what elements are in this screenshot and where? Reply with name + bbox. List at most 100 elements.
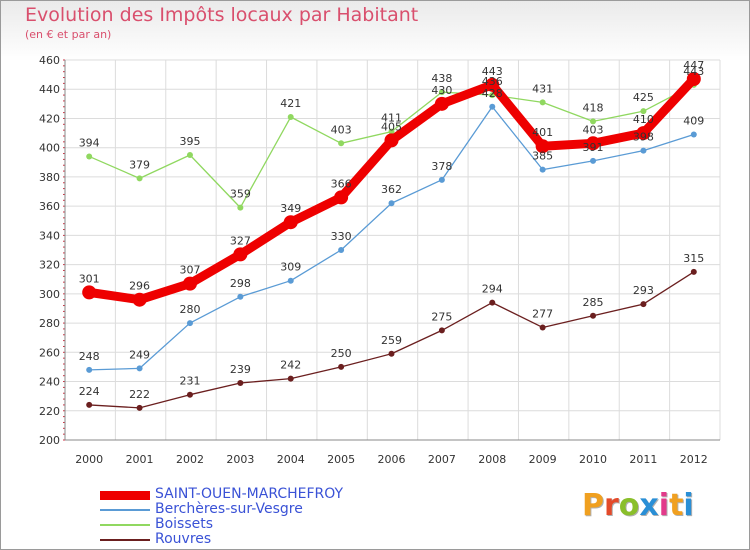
y-tick-label: 300 [39,288,60,301]
logo-letter: o [618,488,640,523]
data-point-boissets [388,128,395,135]
data-label-boissets: 438 [431,72,452,85]
x-tick-label: 2007 [428,453,456,466]
data-label-boissets: 359 [230,188,251,201]
data-label-rouvres: 242 [280,359,301,372]
data-point-boissets [136,175,143,182]
data-point-boissets [539,99,546,106]
data-label-rouvres: 293 [633,284,654,297]
logo-letter: P [582,488,604,523]
data-label-saint-ouen: 447 [683,59,704,72]
data-label-bercheres: 378 [431,160,452,173]
data-label-saint-ouen: 405 [381,120,402,133]
data-label-boissets: 425 [633,91,654,104]
legend-swatch-boissets [100,524,150,526]
y-tick-label: 400 [39,142,60,155]
data-point-saint-ouen [535,139,550,154]
data-point-boissets [590,118,597,125]
data-point-boissets [186,152,193,158]
data-point-rouvres [388,350,395,357]
data-label-saint-ouen: 301 [79,272,100,285]
data-label-boissets: 379 [129,158,150,171]
data-point-bercheres [237,293,244,300]
data-label-rouvres: 285 [583,296,604,309]
legend-label-boissets: Boissets [155,516,214,532]
y-tick-label: 440 [39,83,60,96]
data-label-boissets: 411 [381,112,402,125]
data-point-saint-ouen [686,72,701,86]
data-label-bercheres: 362 [381,183,402,196]
data-label-bercheres: 398 [633,131,654,144]
data-point-rouvres [438,327,445,334]
x-tick-label: 2000 [75,453,103,466]
x-tick-label: 2009 [529,453,557,466]
data-point-bercheres [338,247,345,253]
data-point-bercheres [86,366,93,373]
data-point-bercheres [690,131,697,138]
y-tick-label: 260 [39,346,60,359]
y-tick-label: 320 [39,259,60,272]
data-label-bercheres: 385 [532,150,553,163]
legend-label-saint-ouen: SAINT-OUEN-MARCHEFROY [155,486,344,502]
data-label-rouvres: 231 [179,375,200,388]
data-point-saint-ouen [586,136,601,151]
data-point-bercheres [590,157,597,164]
data-point-saint-ouen [485,77,500,92]
legend-swatch-rouvres [100,539,150,541]
data-point-rouvres [237,380,244,386]
legend-swatch-saint-ouen [100,491,150,500]
data-label-rouvres: 224 [79,385,100,398]
x-tick-label: 2005 [327,453,355,466]
data-point-bercheres [136,365,143,372]
data-label-saint-ouen: 430 [431,84,452,97]
y-tick-label: 280 [39,317,60,330]
data-label-rouvres: 277 [532,307,553,320]
data-label-bercheres: 309 [280,261,301,274]
data-point-bercheres [489,103,496,110]
data-label-saint-ouen: 349 [280,202,301,215]
data-point-rouvres [86,401,93,408]
data-label-rouvres: 259 [381,334,402,347]
data-point-saint-ouen [82,285,97,300]
data-point-boissets [287,114,294,120]
x-tick-label: 2011 [629,453,657,466]
data-point-saint-ouen [283,215,298,230]
data-label-boissets: 436 [482,75,503,88]
data-point-rouvres [136,404,143,411]
data-label-boissets: 394 [79,136,100,149]
legend-label-rouvres: Rouvres [155,531,212,547]
chart-title: Evolution des Impôts locaux par Habitant [25,4,419,26]
data-label-rouvres: 315 [683,252,704,265]
data-point-rouvres [186,391,193,398]
y-tick-label: 360 [39,200,60,213]
data-point-saint-ouen [334,190,349,205]
data-label-rouvres: 250 [331,347,352,360]
x-tick-label: 2002 [176,453,204,466]
data-point-saint-ouen [182,276,197,291]
legend-swatch-bercheres [100,509,150,511]
data-label-bercheres: 391 [583,141,604,154]
y-tick-label: 460 [39,54,60,67]
data-label-rouvres: 275 [431,310,452,323]
proxiti-logo: Proxiti [582,488,694,523]
data-label-rouvres: 239 [230,363,251,376]
x-tick-label: 2004 [277,453,305,466]
data-label-saint-ouen: 410 [633,113,654,126]
data-point-bercheres [186,320,193,327]
data-label-rouvres: 294 [482,283,503,296]
x-tick-label: 2003 [226,453,254,466]
data-point-boissets [86,153,93,160]
data-label-saint-ouen: 403 [583,123,604,136]
data-label-saint-ouen: 307 [179,264,200,277]
logo-letter: x [639,488,659,523]
y-tick-label: 240 [39,376,60,389]
data-point-rouvres [489,299,496,306]
data-point-saint-ouen [233,247,248,262]
data-label-saint-ouen: 296 [129,280,150,293]
data-point-bercheres [438,176,445,183]
data-label-bercheres: 330 [331,230,352,243]
logo-letter: i [658,488,670,523]
x-tick-label: 2010 [579,453,607,466]
data-point-bercheres [539,166,546,173]
